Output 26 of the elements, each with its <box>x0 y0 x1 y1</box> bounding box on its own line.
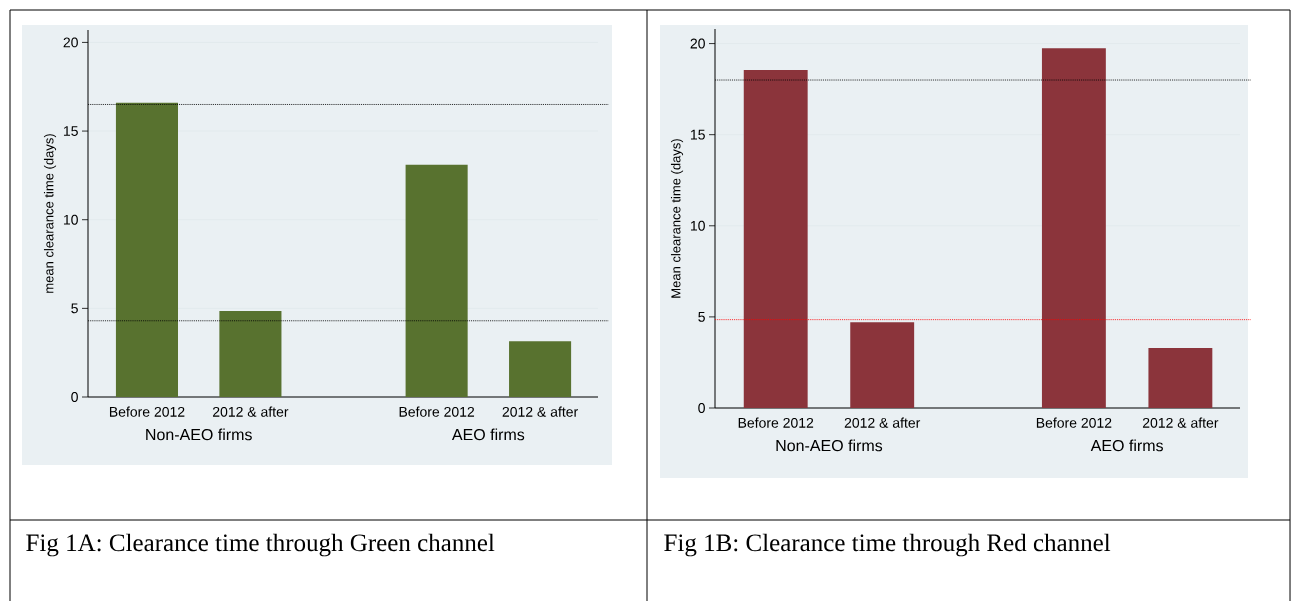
x-tick-label: 2012 & after <box>502 406 578 417</box>
x-tick-label: Before 2012 <box>738 417 814 428</box>
y-tick-label: 10 <box>690 220 705 231</box>
y-tick-label: 0 <box>698 403 705 413</box>
y-tick-label: 15 <box>63 126 78 136</box>
x-tick-label: 2012 & after <box>212 406 289 417</box>
text: AEO firms <box>451 428 525 441</box>
text: Non-AEO firms <box>146 428 252 441</box>
y-tick-label: 20 <box>63 37 78 48</box>
x-tick-label: Before 2012 <box>1036 417 1112 428</box>
y-tick-label: 10 <box>63 214 78 225</box>
text: Fig 1B: Clearance time through Red channel <box>664 533 1111 557</box>
x-tick-label: Before 2012 <box>109 406 185 417</box>
y-axis-title: Mean clearance time (days) <box>670 139 684 298</box>
y-tick-label: 5 <box>71 303 78 314</box>
y-tick-label: 15 <box>690 129 705 140</box>
text: AEO firms <box>1090 439 1163 452</box>
text: Fig 1A: Clearance time through Green channel <box>26 533 495 557</box>
text: Non-AEO firms <box>776 439 883 452</box>
y-axis-title: mean clearance time (days) <box>43 134 57 293</box>
y-tick-label: 5 <box>698 312 705 322</box>
x-tick-label: 2012 & after <box>1142 417 1219 428</box>
x-tick-label: Before 2012 <box>399 406 475 417</box>
x-tick-label: 2012 & after <box>844 417 921 428</box>
y-tick-label: 0 <box>71 392 78 402</box>
y-tick-label: 20 <box>690 38 705 49</box>
